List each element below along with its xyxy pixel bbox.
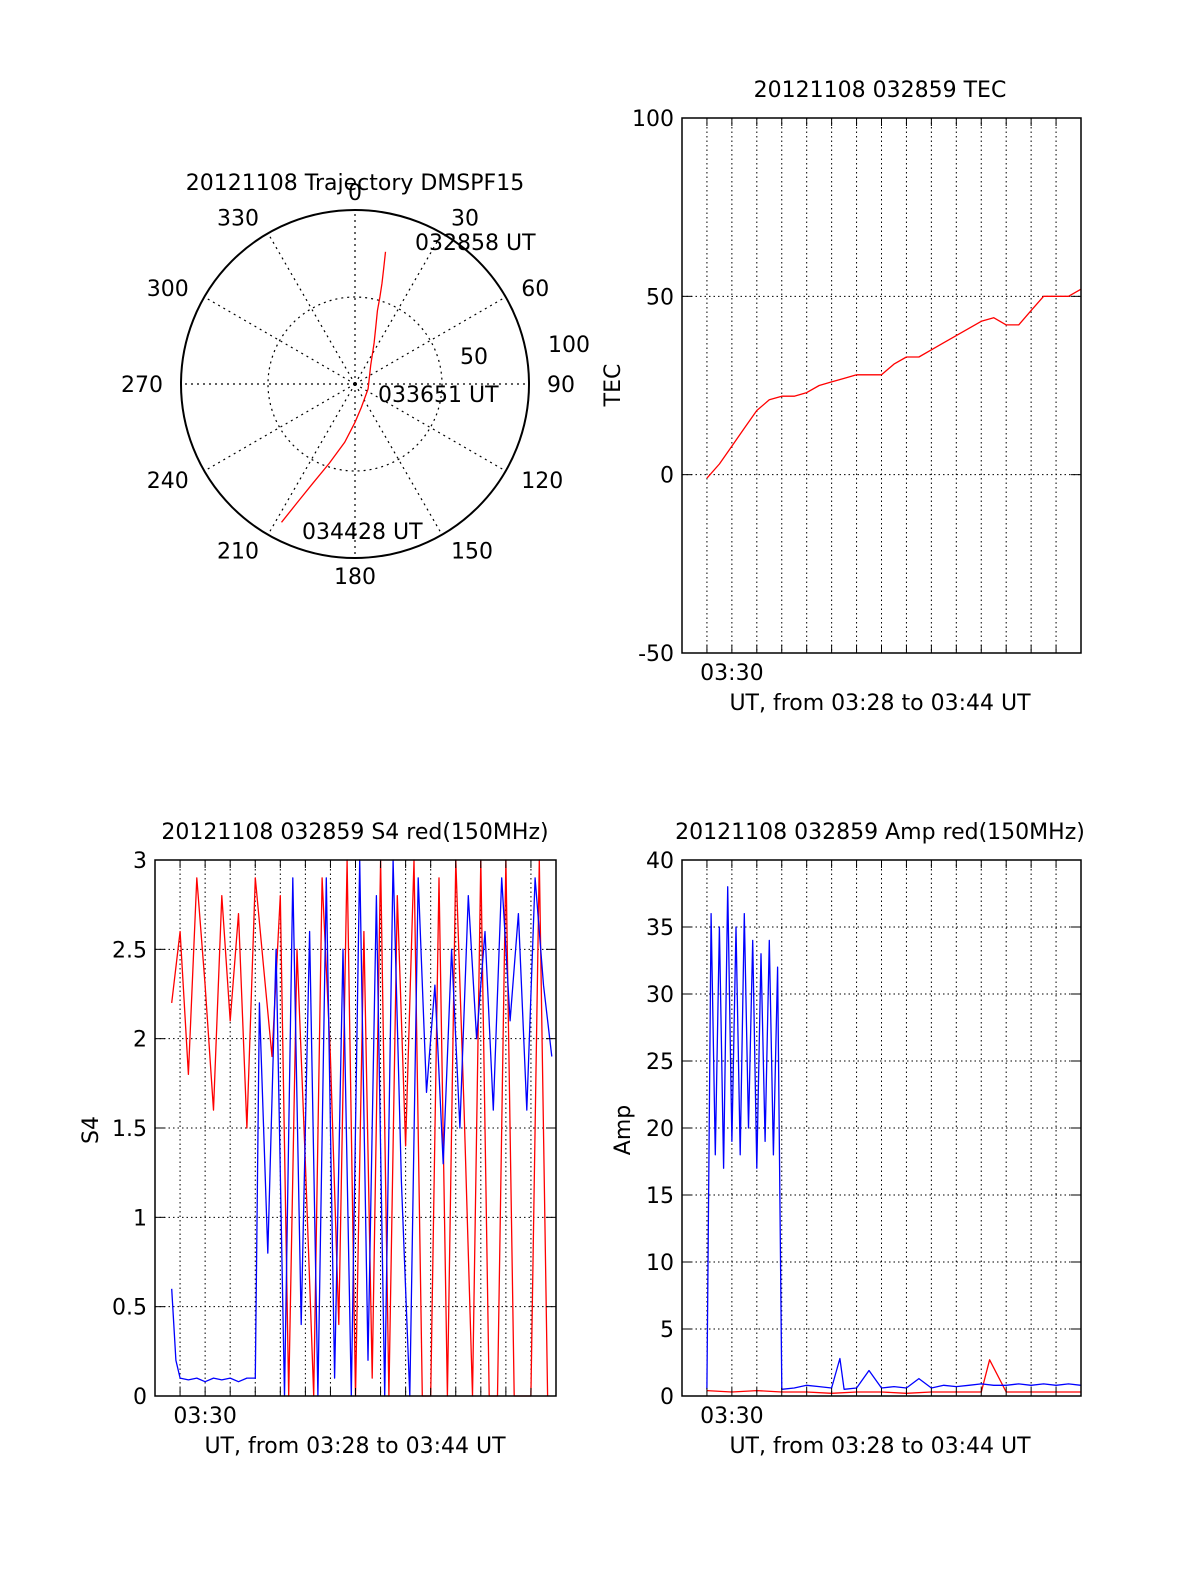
polar-grid-ring (267, 296, 443, 472)
tec-y-label: TEC (601, 364, 626, 408)
y-tick-label: 100 (632, 107, 674, 132)
polar-trajectory-line (280, 251, 387, 523)
y-tick-label: 40 (646, 849, 674, 874)
polar-angle-label: 240 (147, 469, 189, 494)
polar-angle-label: 150 (451, 539, 493, 564)
polar-grid-spoke (354, 296, 506, 385)
amp-grid (682, 860, 1081, 1396)
y-tick-label: 1.5 (112, 1117, 147, 1142)
y-tick-label: 0 (660, 464, 674, 489)
y-tick-label: 0 (133, 1385, 147, 1410)
y-tick-label: 20 (646, 1117, 674, 1142)
y-tick-label: 2 (133, 1028, 147, 1053)
polar-angle-label: 180 (334, 565, 376, 590)
s4-x-ticks: 03:30 (173, 860, 532, 1429)
polar-time-annotation: 034428 UT (302, 520, 423, 545)
amp-x-ticks: 03:30 (700, 860, 1057, 1429)
x-tick-label: 03:30 (700, 1404, 763, 1429)
y-tick-label: 15 (646, 1184, 674, 1209)
series-line (706, 288, 1082, 479)
polar-angle-label: 270 (121, 373, 163, 398)
y-tick-label: 0 (660, 1385, 674, 1410)
tec-x-ticks: 03:30 (700, 118, 1057, 686)
polar-grid-spoke (267, 233, 356, 385)
trajectory-title: 20121108 Trajectory DMSPF15 (186, 171, 524, 196)
polar-angle-labels: 0 30 60 90 120 150 180 210 240 270 300 330 (121, 181, 575, 590)
s4-grid (155, 860, 556, 1396)
trajectory-polar-panel: 20121108 Trajectory DMSPF15 0 30 60 90 120 15… (121, 171, 590, 590)
amp-panel: 20121108 032859 Amp red(150MHz) 0 5 10 15 20… (611, 820, 1085, 1459)
polar-angle-label: 30 (451, 207, 479, 232)
polar-grid (181, 210, 529, 558)
s4-x-label: UT, from 03:28 to 03:44 UT (204, 1434, 506, 1459)
series-line (706, 886, 1082, 1390)
amp-x-label: UT, from 03:28 to 03:44 UT (729, 1434, 1031, 1459)
s4-title: 20121108 032859 S4 red(150MHz) (161, 820, 548, 845)
polar-outer-ring (180, 209, 530, 559)
polar-time-annotation: 033651 UT (378, 383, 499, 408)
polar-angle-label: 330 (217, 207, 259, 232)
polar-grid-spoke (354, 383, 443, 535)
polar-angle-label: 210 (217, 539, 259, 564)
polar-radius-label: 50 (460, 345, 488, 370)
polar-radius-label: 100 (548, 333, 590, 358)
x-tick-label: 03:30 (700, 661, 763, 686)
s4-y-ticks: 0 0.5 1 1.5 2 2.5 3 (112, 849, 556, 1410)
polar-grid-spoke (204, 383, 356, 472)
y-tick-label: 2.5 (112, 938, 147, 963)
tec-x-label: UT, from 03:28 to 03:44 UT (729, 691, 1031, 716)
amp-y-label: Amp (611, 1105, 636, 1155)
y-tick-label: 35 (646, 916, 674, 941)
tec-y-ticks: -50 0 50 100 (632, 107, 1081, 667)
s4-series (171, 859, 553, 1397)
polar-time-annotation: 032858 UT (415, 231, 536, 256)
amp-title: 20121108 032859 Amp red(150MHz) (675, 820, 1085, 845)
y-tick-label: -50 (638, 642, 674, 667)
polar-radius-labels: 50 100 (460, 333, 590, 370)
y-tick-label: 3 (133, 849, 147, 874)
polar-angle-label: 120 (521, 469, 563, 494)
series-line (171, 859, 549, 1397)
polar-trajectory (280, 251, 387, 523)
x-tick-label: 03:30 (173, 1404, 236, 1429)
polar-grid-spoke (354, 233, 443, 385)
y-tick-label: 50 (646, 285, 674, 310)
y-tick-label: 1 (133, 1206, 147, 1231)
tec-title: 20121108 032859 TEC (754, 78, 1007, 103)
y-tick-label: 25 (646, 1050, 674, 1075)
polar-angle-label: 300 (147, 277, 189, 302)
amp-y-ticks: 0 5 10 15 20 25 30 35 40 (646, 849, 1081, 1410)
tec-grid (682, 118, 1081, 653)
y-tick-label: 0.5 (112, 1296, 147, 1321)
series-line (171, 859, 553, 1397)
polar-grid-spoke (204, 296, 356, 385)
polar-grid-spoke (267, 383, 356, 535)
s4-y-label: S4 (79, 1116, 104, 1144)
polar-grid-spoke (354, 383, 506, 472)
polar-angle-label: 60 (521, 277, 549, 302)
polar-time-annotations: 032858 UT 033651 UT 034428 UT (302, 231, 536, 545)
y-tick-label: 10 (646, 1251, 674, 1276)
polar-angle-label: 90 (547, 373, 575, 398)
polar-angle-label: 0 (348, 181, 362, 206)
y-tick-label: 5 (660, 1318, 674, 1343)
y-tick-label: 30 (646, 983, 674, 1008)
tec-series (706, 288, 1082, 479)
s4-panel: 20121108 032859 S4 red(150MHz) 0 0.5 1 1.5 2… (79, 820, 557, 1459)
